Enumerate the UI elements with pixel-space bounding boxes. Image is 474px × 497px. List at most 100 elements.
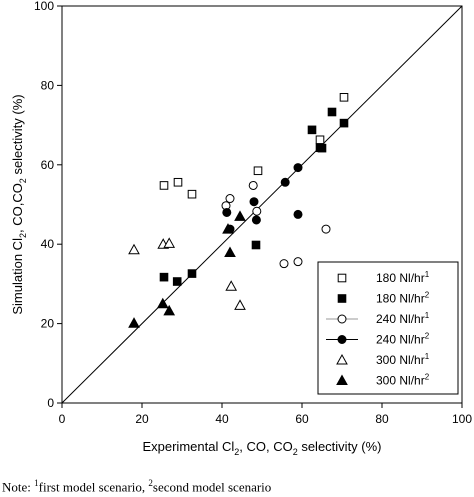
data-point xyxy=(252,206,262,216)
legend-label-sup: 1 xyxy=(425,270,430,279)
data-point xyxy=(225,280,238,291)
data-point xyxy=(339,93,349,102)
data-point xyxy=(172,277,182,286)
data-point xyxy=(248,180,258,190)
y-tick-label: 80 xyxy=(41,78,55,92)
legend-label-sup: 2 xyxy=(425,332,430,341)
legend-label-text: 240 Nl/hr xyxy=(376,333,425,347)
axis-label-part: Simulation Cl xyxy=(10,238,25,315)
legend-label: 300 Nl/hr1 xyxy=(376,352,430,367)
series-2 xyxy=(159,107,349,286)
data-point xyxy=(249,197,259,207)
legend-entry: 180 Nl/hr1 xyxy=(337,270,430,285)
x-tick-label: 80 xyxy=(375,412,389,426)
data-point xyxy=(222,223,234,234)
parity-line xyxy=(62,6,462,403)
axis-label-part: , CO,CO xyxy=(10,183,25,233)
data-point xyxy=(279,259,289,269)
data-point xyxy=(225,194,235,204)
legend-entry: 240 Nl/hr2 xyxy=(326,332,430,347)
axis-label-part: selectivity (%) xyxy=(10,94,25,178)
note-text-2: second model scenario xyxy=(152,479,272,495)
data-point xyxy=(307,125,317,135)
legend-entry: 240 Nl/hr1 xyxy=(326,311,430,326)
x-axis-label: Experimental Cl2, CO, CO2 selectivity (%… xyxy=(142,439,381,457)
axis-label-part: , CO, CO xyxy=(239,439,292,454)
series-6 xyxy=(128,210,246,328)
legend-box xyxy=(317,261,459,395)
data-point xyxy=(251,215,261,225)
legend-marker xyxy=(336,353,348,365)
axis-label-subscript: 2 xyxy=(18,233,28,238)
plot-frame xyxy=(61,5,463,404)
axis-label-subscript: 2 xyxy=(234,447,239,457)
data-point xyxy=(234,210,246,221)
axis-label-subscript: 2 xyxy=(18,178,28,183)
legend-label-sup: 2 xyxy=(425,291,430,300)
legend-label-text: 180 Nl/hr xyxy=(376,271,425,285)
legend-label: 300 Nl/hr2 xyxy=(376,373,430,388)
footnote: Note: 1first model scenario, 2second mod… xyxy=(2,478,271,495)
data-point xyxy=(163,304,176,316)
note-sup-1: 1 xyxy=(34,478,39,488)
data-point xyxy=(253,166,263,176)
data-point xyxy=(159,181,169,190)
y-axis-label: Simulation Cl2, CO,CO2 selectivity (%) xyxy=(10,94,28,314)
series-1 xyxy=(159,93,349,199)
legend-label-sup: 2 xyxy=(425,373,430,382)
data-point xyxy=(293,257,303,267)
data-point xyxy=(315,135,325,145)
x-tick-label: 20 xyxy=(135,412,149,426)
note-text-1: first model scenario, xyxy=(38,479,149,495)
legend-entry: 300 Nl/hr1 xyxy=(336,352,430,367)
data-point xyxy=(224,246,236,258)
data-point xyxy=(187,189,197,199)
legend-label: 180 Nl/hr2 xyxy=(376,291,430,306)
data-point xyxy=(293,209,303,219)
data-point xyxy=(187,269,197,278)
legend-marker xyxy=(337,294,347,303)
data-point xyxy=(280,177,290,187)
data-point xyxy=(251,240,261,250)
legend-entry: 180 Nl/hr2 xyxy=(337,291,430,306)
data-point xyxy=(128,243,140,255)
legend-label: 240 Nl/hr2 xyxy=(376,332,430,347)
data-point xyxy=(128,317,140,328)
note-prefix: Note: xyxy=(2,479,35,495)
x-tick-label: 60 xyxy=(295,412,309,426)
y-tick-label: 100 xyxy=(34,0,54,13)
legend-label-text: 240 Nl/hr xyxy=(376,312,425,326)
legend-marker xyxy=(337,314,347,324)
legend-entry: 300 Nl/hr2 xyxy=(336,373,430,388)
legend-label-text: 180 Nl/hr xyxy=(376,292,425,306)
data-point xyxy=(163,237,176,248)
data-point xyxy=(234,299,246,310)
legend-label-sup: 1 xyxy=(425,352,430,361)
data-point xyxy=(293,163,303,173)
x-tick-label: 100 xyxy=(452,412,472,426)
y-tick-label: 20 xyxy=(41,317,55,331)
data-point xyxy=(173,177,183,187)
legend-label: 240 Nl/hr1 xyxy=(376,311,430,326)
legend-marker xyxy=(337,273,347,283)
axis-label-subscript: 2 xyxy=(293,447,298,457)
y-tick-label: 40 xyxy=(41,237,55,251)
x-tick-label: 40 xyxy=(215,412,229,426)
axis-label-part: selectivity (%) xyxy=(298,439,382,454)
y-tick-label: 0 xyxy=(47,396,54,410)
legend-marker xyxy=(337,335,347,344)
series-3 xyxy=(221,180,331,269)
data-point xyxy=(339,118,349,128)
data-point xyxy=(321,224,331,234)
data-point xyxy=(222,207,232,217)
data-point xyxy=(317,143,327,153)
legend-label-sup: 1 xyxy=(425,311,430,320)
data-point xyxy=(327,107,337,117)
legend-label-text: 300 Nl/hr xyxy=(376,353,425,367)
legend-label-text: 300 Nl/hr xyxy=(376,374,425,388)
axis-label-part: Experimental Cl xyxy=(142,439,234,454)
series-4 xyxy=(222,163,303,234)
x-tick-label: 0 xyxy=(59,412,66,426)
data-point xyxy=(156,297,169,309)
